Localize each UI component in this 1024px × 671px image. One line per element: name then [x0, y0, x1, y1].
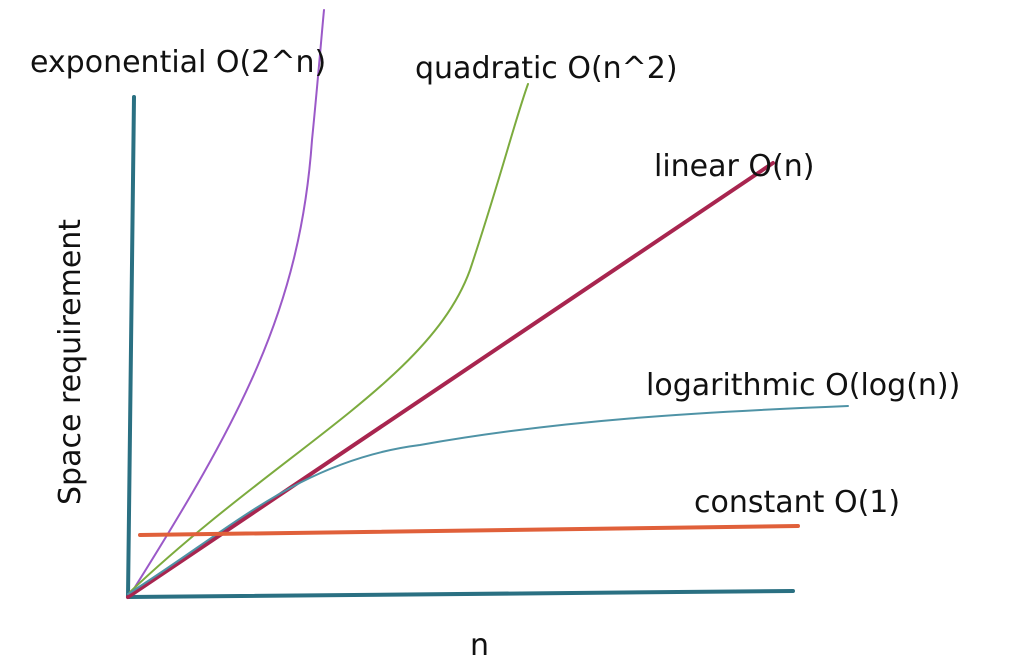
x-axis-line: [126, 589, 795, 599]
x-axis-title: n: [470, 628, 489, 663]
series-line-quadratic: [129, 83, 529, 593]
series-line-constant: [138, 524, 800, 537]
y-axis-title: Space requirement: [53, 219, 88, 505]
series-label-logarithmic: logarithmic O(log(n)): [646, 368, 960, 403]
series-line-linear: [126, 161, 775, 599]
series-label-constant: constant O(1): [694, 485, 900, 520]
y-axis-line: [126, 95, 136, 599]
series-label-linear: linear O(n): [654, 149, 814, 184]
series-line-exponential: [129, 9, 325, 596]
series-line-logarithmic: [127, 405, 849, 595]
series-label-exponential: exponential O(2^n): [30, 45, 326, 80]
series-label-quadratic: quadratic O(n^2): [415, 51, 678, 86]
